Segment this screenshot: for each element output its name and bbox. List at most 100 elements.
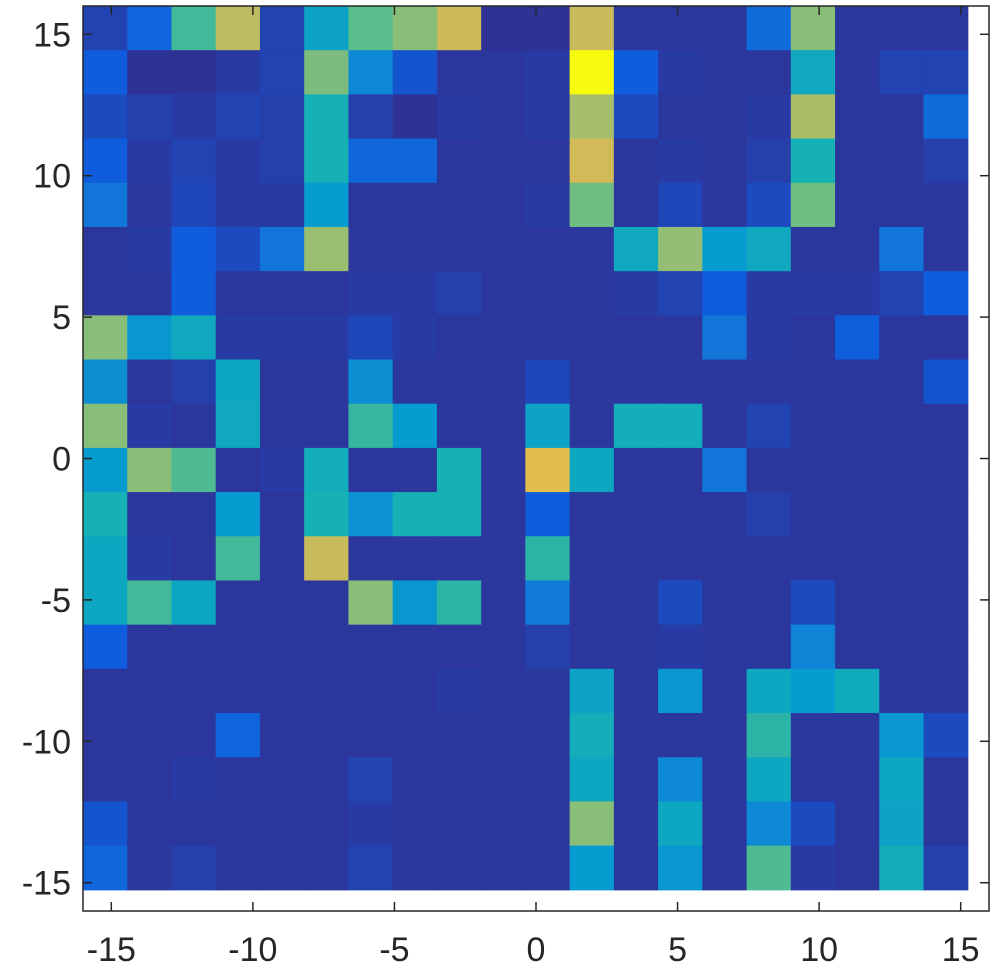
heatmap-cell [348, 138, 394, 184]
heatmap-cell [790, 94, 836, 140]
heatmap-cell [569, 50, 615, 95]
heatmap-cell [746, 50, 792, 95]
heatmap-cell [835, 845, 880, 891]
heatmap-cell [525, 757, 571, 803]
heatmap-cell [127, 226, 173, 272]
heatmap-cell [304, 315, 350, 361]
heatmap-cell [525, 845, 571, 891]
heatmap-cell [481, 492, 526, 537]
heatmap-cell [348, 359, 394, 405]
heatmap-cell [702, 624, 748, 670]
heatmap-cell [613, 271, 659, 316]
heatmap-cell [790, 226, 836, 272]
heatmap-cell [259, 182, 305, 228]
heatmap-cell [127, 492, 173, 537]
heatmap-cell [83, 6, 128, 51]
y-tick-label: -5 [41, 582, 71, 620]
heatmap-cell [790, 271, 836, 316]
heatmap-cell [525, 94, 571, 140]
heatmap-cell [746, 315, 792, 361]
heatmap-cell [702, 182, 748, 228]
heatmap-cell [790, 757, 836, 803]
heatmap-cell [569, 226, 615, 272]
heatmap-cell [569, 801, 615, 847]
heatmap-cell [481, 536, 526, 582]
heatmap-cell [127, 624, 173, 670]
x-tick-label: -10 [228, 931, 277, 969]
heatmap-cell [658, 271, 703, 316]
heatmap-cell [658, 138, 703, 184]
heatmap-cell [481, 315, 526, 361]
heatmap-cell [923, 226, 969, 272]
heatmap-cell [525, 138, 571, 184]
heatmap-cell [481, 50, 526, 95]
heatmap-cell [790, 359, 836, 405]
heatmap-cell [392, 359, 438, 405]
heatmap-cell [215, 182, 261, 228]
heatmap-cell [525, 580, 571, 626]
heatmap-cell [879, 138, 925, 184]
heatmap-cell [259, 713, 305, 758]
heatmap-cell [83, 624, 128, 670]
y-tick-label: 10 [33, 158, 71, 196]
heatmap-cell [171, 447, 217, 493]
heatmap-cell [215, 624, 261, 670]
heatmap-cell [835, 138, 880, 184]
heatmap-cell [835, 6, 880, 51]
heatmap-cell [658, 668, 703, 714]
heatmap-cell [525, 315, 571, 361]
heatmap-cell [525, 668, 571, 714]
heatmap-cell [436, 6, 482, 51]
heatmap-cell [702, 447, 748, 493]
x-tick-label: 5 [668, 931, 687, 969]
heatmap-cell [171, 845, 217, 891]
heatmap-cell [481, 6, 526, 51]
heatmap-cell [923, 138, 969, 184]
x-tick-label: 15 [942, 931, 980, 969]
heatmap-cell [613, 580, 659, 626]
heatmap-cell [746, 713, 792, 758]
heatmap-cell [835, 403, 880, 449]
heatmap-cell [127, 359, 173, 405]
heatmap-cell [746, 182, 792, 228]
heatmap-cell [259, 226, 305, 272]
heatmap-cell [127, 403, 173, 449]
heatmap-cell [746, 757, 792, 803]
heatmap-cell [746, 580, 792, 626]
heatmap-cell [658, 50, 703, 95]
x-tick-label: 0 [527, 931, 546, 969]
heatmap-cell [304, 580, 350, 626]
heatmap-cell [835, 536, 880, 582]
heatmap-cell [436, 668, 482, 714]
heatmap-cell [923, 757, 969, 803]
heatmap-cell [127, 271, 173, 316]
heatmap-cell [746, 801, 792, 847]
heatmap-cell [790, 315, 836, 361]
y-tick-label: 5 [52, 299, 71, 337]
heatmap-cell [613, 668, 659, 714]
heatmap-cell [259, 50, 305, 95]
heatmap-cell [658, 580, 703, 626]
heatmap-cells [83, 6, 969, 891]
heatmap-cell [835, 315, 880, 361]
heatmap-cell [525, 536, 571, 582]
heatmap-cell [348, 315, 394, 361]
heatmap-cell [658, 757, 703, 803]
y-tick-label: -10 [22, 723, 71, 761]
heatmap-cell [259, 801, 305, 847]
heatmap-cell [171, 359, 217, 405]
heatmap-cell [127, 6, 173, 51]
heatmap-cell [923, 668, 969, 714]
heatmap-cell [392, 624, 438, 670]
heatmap-cell [923, 315, 969, 361]
heatmap-cell [481, 94, 526, 140]
heatmap-cell [436, 536, 482, 582]
heatmap-cell [746, 624, 792, 670]
heatmap-cell [658, 492, 703, 537]
heatmap-cell [746, 492, 792, 537]
heatmap-cell [702, 403, 748, 449]
heatmap-cell [348, 182, 394, 228]
heatmap-cell [923, 492, 969, 537]
heatmap-cell [436, 138, 482, 184]
heatmap-cell [436, 801, 482, 847]
